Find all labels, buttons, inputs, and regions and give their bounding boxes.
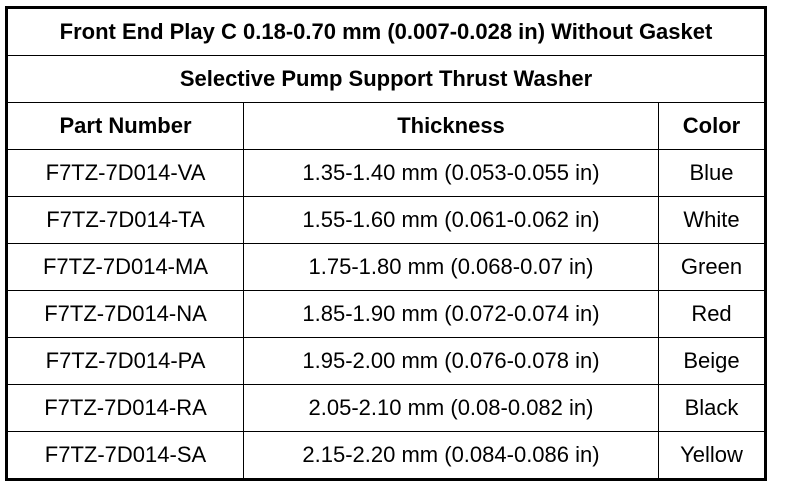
table-cell: F7TZ-7D014-MA (6, 243, 244, 291)
column-header: Color (658, 102, 766, 150)
table-cell: F7TZ-7D014-PA (6, 337, 244, 385)
table-cell: 1.75-1.80 mm (0.068-0.07 in) (243, 243, 659, 291)
table-cell: 1.95-2.00 mm (0.076-0.078 in) (243, 337, 659, 385)
table-row: F7TZ-7D014-MA 1.75-1.80 mm (0.068-0.07 in… (6, 243, 766, 291)
table-cell: F7TZ-7D014-TA (6, 196, 244, 244)
table-row: F7TZ-7D014-SA 2.15-2.20 mm (0.084-0.086 i… (6, 431, 766, 480)
table-cell: 1.55-1.60 mm (0.061-0.062 in) (243, 196, 659, 244)
table-cell: Blue (658, 149, 766, 197)
table-cell: F7TZ-7D014-NA (6, 290, 244, 338)
table-cell: F7TZ-7D014-SA (6, 431, 244, 480)
table-cell: Yellow (658, 431, 766, 480)
table-cell: Red (658, 290, 766, 338)
table-cell: White (658, 196, 766, 244)
table-cell: 2.15-2.20 mm (0.084-0.086 in) (243, 431, 659, 480)
table-cell: Black (658, 384, 766, 432)
table-cell: Beige (658, 337, 766, 385)
table-row: F7TZ-7D014-PA 1.95-2.00 mm (0.076-0.078 i… (6, 337, 766, 385)
column-header: Part Number (6, 102, 244, 150)
table-row: F7TZ-7D014-RA 2.05-2.10 mm (0.08-0.082 in… (6, 384, 766, 432)
table-cell: F7TZ-7D014-VA (6, 149, 244, 197)
table-cell: 1.35-1.40 mm (0.053-0.055 in) (243, 149, 659, 197)
table-title: Front End Play C 0.18-0.70 mm (0.007-0.0… (6, 7, 766, 56)
table-cell: 2.05-2.10 mm (0.08-0.082 in) (243, 384, 659, 432)
table-row: F7TZ-7D014-VA 1.35-1.40 mm (0.053-0.055 i… (6, 149, 766, 197)
column-header: Thickness (243, 102, 659, 150)
table-cell: Green (658, 243, 766, 291)
table-cell: F7TZ-7D014-RA (6, 384, 244, 432)
spec-table: Front End Play C 0.18-0.70 mm (0.007-0.0… (5, 6, 767, 481)
table-cell: 1.85-1.90 mm (0.072-0.074 in) (243, 290, 659, 338)
table-row: F7TZ-7D014-TA 1.55-1.60 mm (0.061-0.062 i… (6, 196, 766, 244)
table-row: F7TZ-7D014-NA 1.85-1.90 mm (0.072-0.074 i… (6, 290, 766, 338)
table-subtitle: Selective Pump Support Thrust Washer (6, 55, 766, 103)
